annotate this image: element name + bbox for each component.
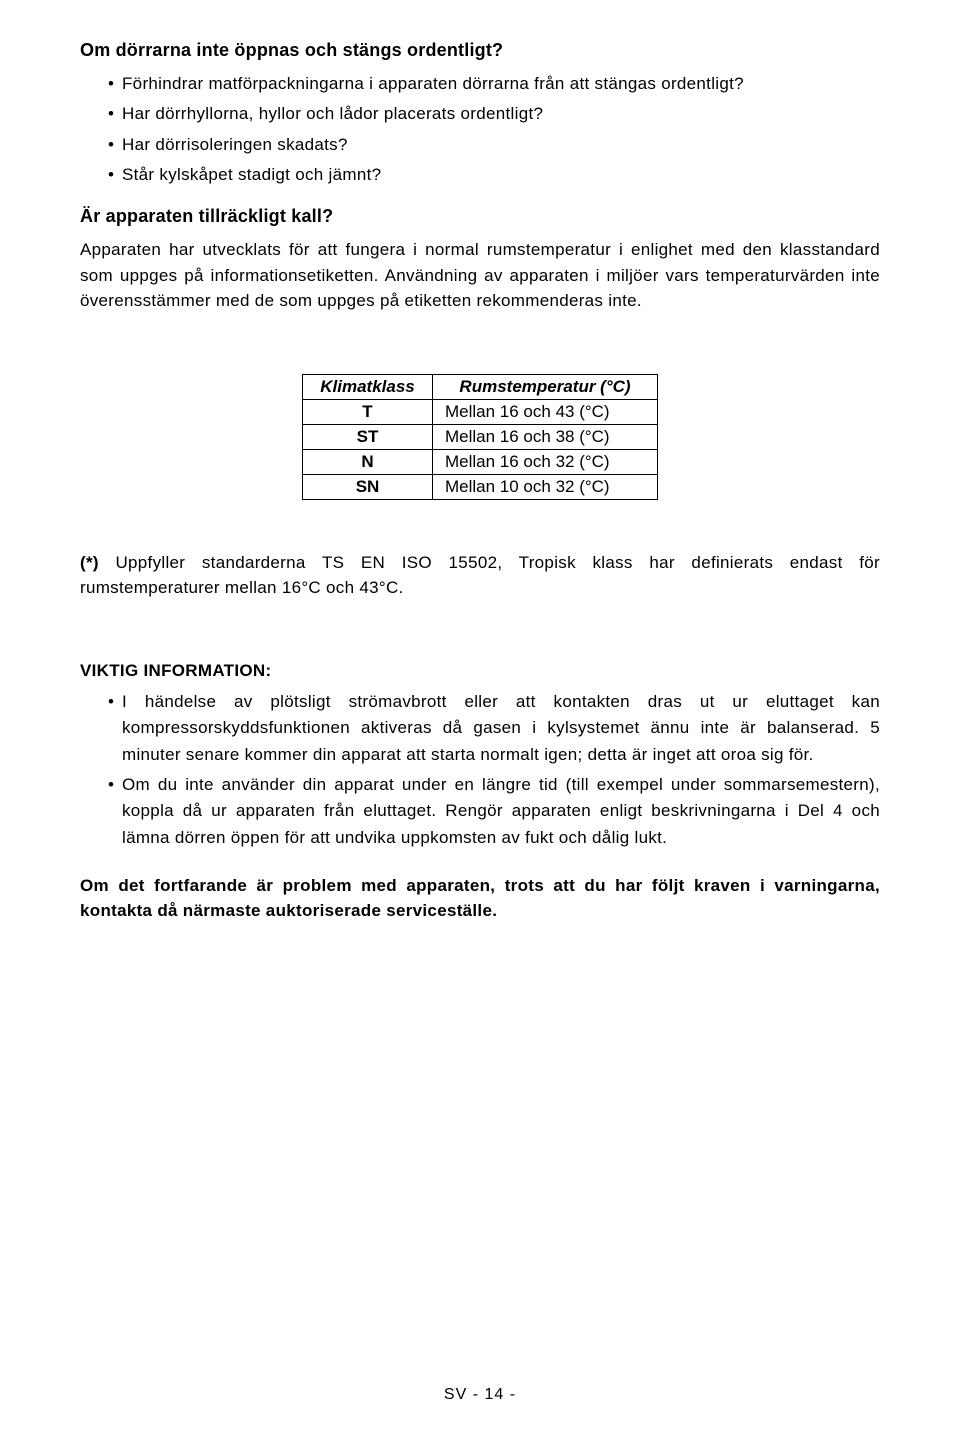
list-item: Har dörrisoleringen skadats? bbox=[108, 132, 880, 158]
cell-range: Mellan 16 och 43 (°C) bbox=[433, 399, 658, 424]
closing-para: Om det fortfarande är problem med appara… bbox=[80, 873, 880, 924]
table-row: ST Mellan 16 och 38 (°C) bbox=[303, 424, 658, 449]
important-label: VIKTIG INFORMATION: bbox=[80, 661, 880, 681]
table-header-row: Klimatklass Rumstemperatur (°C) bbox=[303, 374, 658, 399]
cell-code: T bbox=[303, 399, 433, 424]
cell-range: Mellan 16 och 32 (°C) bbox=[433, 449, 658, 474]
list-item: I händelse av plötsligt strömavbrott ell… bbox=[108, 689, 880, 768]
list-item: Förhindrar matförpackningarna i apparate… bbox=[108, 71, 880, 97]
climate-table: Klimatklass Rumstemperatur (°C) T Mellan… bbox=[302, 374, 658, 500]
footnote-star: (*) bbox=[80, 553, 99, 572]
question-1-title: Om dörrarna inte öppnas och stängs orden… bbox=[80, 40, 880, 61]
question-2-title: Är apparaten tillräckligt kall? bbox=[80, 206, 880, 227]
cell-range: Mellan 16 och 38 (°C) bbox=[433, 424, 658, 449]
page-number: SV - 14 - bbox=[0, 1386, 960, 1404]
table-row: T Mellan 16 och 43 (°C) bbox=[303, 399, 658, 424]
climate-table-wrap: Klimatklass Rumstemperatur (°C) T Mellan… bbox=[80, 374, 880, 500]
important-list: I händelse av plötsligt strömavbrott ell… bbox=[80, 689, 880, 851]
cell-range: Mellan 10 och 32 (°C) bbox=[433, 474, 658, 499]
list-item: Har dörrhyllorna, hyllor och lådor place… bbox=[108, 101, 880, 127]
footnote-text: Uppfyller standarderna TS EN ISO 15502, … bbox=[80, 553, 880, 598]
question-1-list: Förhindrar matförpackningarna i apparate… bbox=[80, 71, 880, 188]
cell-code: SN bbox=[303, 474, 433, 499]
table-footnote: (*) Uppfyller standarderna TS EN ISO 155… bbox=[80, 550, 880, 601]
page-container: Om dörrarna inte öppnas och stängs orden… bbox=[0, 0, 960, 1440]
cell-code: N bbox=[303, 449, 433, 474]
table-row: N Mellan 16 och 32 (°C) bbox=[303, 449, 658, 474]
question-2-para: Apparaten har utvecklats för att fungera… bbox=[80, 237, 880, 314]
header-room-temp: Rumstemperatur (°C) bbox=[433, 374, 658, 399]
cell-code: ST bbox=[303, 424, 433, 449]
header-climate-class: Klimatklass bbox=[303, 374, 433, 399]
list-item: Om du inte använder din apparat under en… bbox=[108, 772, 880, 851]
list-item: Står kylskåpet stadigt och jämnt? bbox=[108, 162, 880, 188]
table-row: SN Mellan 10 och 32 (°C) bbox=[303, 474, 658, 499]
